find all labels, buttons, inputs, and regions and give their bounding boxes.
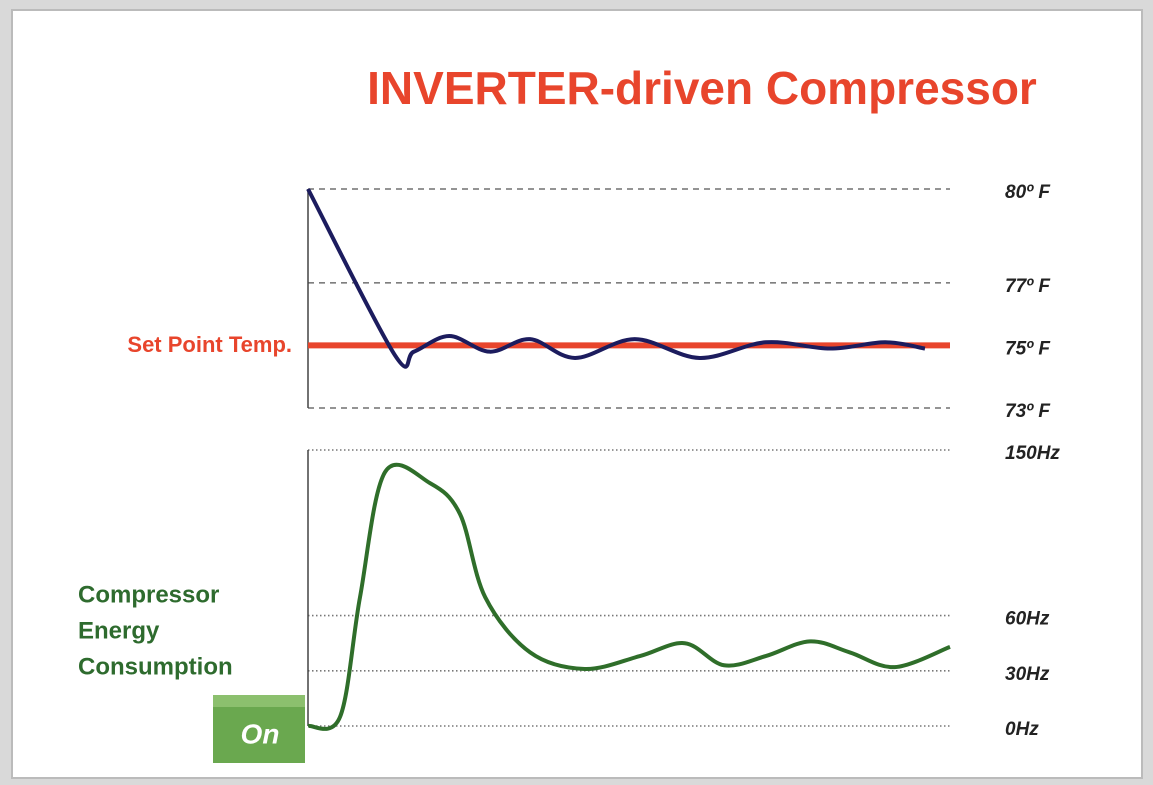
- line-series: [306, 188, 926, 369]
- title: INVERTER-driven Compressor: [367, 62, 1037, 114]
- y-tick-label: 60Hz: [1005, 609, 1050, 630]
- setpoint-label: Set Point Temp.: [127, 332, 292, 357]
- y-tick-label: 0Hz: [1005, 719, 1039, 740]
- on-button-top: [213, 695, 305, 707]
- annotation: Energy: [78, 617, 160, 644]
- line-series: [307, 462, 951, 731]
- y-tick-label: 30Hz: [1005, 664, 1050, 685]
- y-tick-label: 73º F: [1005, 401, 1051, 422]
- annotation: Compressor: [78, 581, 219, 608]
- annotation: Consumption: [78, 653, 233, 680]
- y-tick-label: 150Hz: [1005, 443, 1060, 464]
- y-tick-label: 80º F: [1005, 182, 1051, 203]
- y-tick-label: 75º F: [1005, 338, 1051, 359]
- on-label: On: [241, 718, 280, 749]
- y-tick-label: 77º F: [1005, 276, 1051, 297]
- panel: [11, 9, 1143, 779]
